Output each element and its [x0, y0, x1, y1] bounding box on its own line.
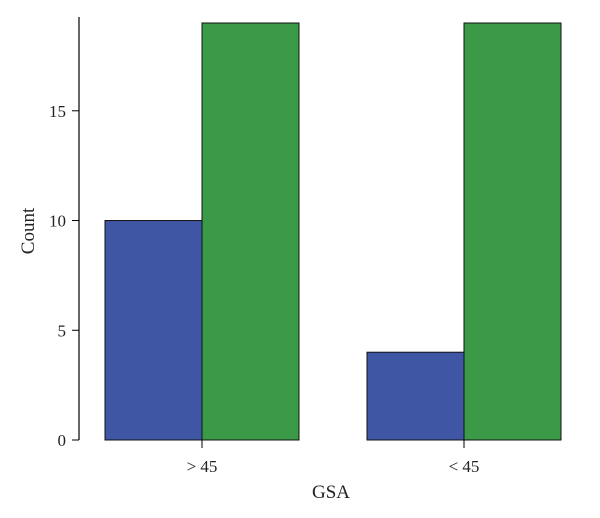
- bar-2-series-2: [463, 22, 562, 441]
- x-tick-label: < 45: [449, 457, 480, 476]
- x-axis-label: GSA: [312, 482, 350, 503]
- bar-2-series-1: [366, 351, 465, 441]
- y-axis-label: Count: [18, 207, 39, 254]
- y-tick-label: 15: [49, 102, 66, 121]
- x-ticks-group: > 45 < 45: [187, 440, 480, 476]
- bar-1-series-1: [104, 220, 203, 441]
- y-tick-label: 0: [58, 431, 67, 450]
- y-tick-label: 5: [58, 321, 67, 340]
- bar-1-series-2: [201, 22, 300, 441]
- y-ticks-group: 0 5 10 15: [49, 102, 79, 450]
- y-tick-label: 10: [49, 212, 66, 231]
- x-tick-label: > 45: [187, 457, 218, 476]
- bars-group: [104, 22, 562, 441]
